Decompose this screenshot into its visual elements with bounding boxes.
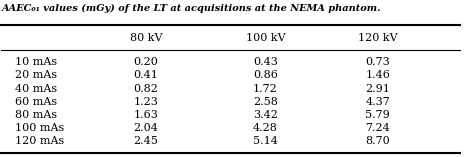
Text: 3.42: 3.42: [253, 110, 278, 120]
Text: 5.14: 5.14: [253, 136, 278, 146]
Text: 60 mAs: 60 mAs: [15, 97, 57, 107]
Text: 100 kV: 100 kV: [246, 33, 285, 43]
Text: 100 mAs: 100 mAs: [15, 123, 64, 133]
Text: 1.72: 1.72: [253, 84, 278, 94]
Text: AAEC₀₁ values (mGy) of the LT at acquisitions at the NEMA phantom.: AAEC₀₁ values (mGy) of the LT at acquisi…: [1, 4, 381, 13]
Text: 120 mAs: 120 mAs: [15, 136, 64, 146]
Text: 120 kV: 120 kV: [358, 33, 398, 43]
Text: 0.86: 0.86: [253, 70, 278, 80]
Text: 20 mAs: 20 mAs: [15, 70, 57, 80]
Text: 4.28: 4.28: [253, 123, 278, 133]
Text: 0.82: 0.82: [134, 84, 158, 94]
Text: 1.23: 1.23: [134, 97, 158, 107]
Text: 2.04: 2.04: [134, 123, 158, 133]
Text: 2.91: 2.91: [365, 84, 390, 94]
Text: 5.79: 5.79: [365, 110, 390, 120]
Text: 4.37: 4.37: [365, 97, 390, 107]
Text: 80 kV: 80 kV: [130, 33, 162, 43]
Text: 2.45: 2.45: [134, 136, 158, 146]
Text: 1.46: 1.46: [365, 70, 390, 80]
Text: 0.73: 0.73: [365, 57, 390, 67]
Text: 8.70: 8.70: [365, 136, 390, 146]
Text: 0.43: 0.43: [253, 57, 278, 67]
Text: 40 mAs: 40 mAs: [15, 84, 57, 94]
Text: 2.58: 2.58: [253, 97, 278, 107]
Text: 0.41: 0.41: [134, 70, 158, 80]
Text: 10 mAs: 10 mAs: [15, 57, 57, 67]
Text: 1.63: 1.63: [134, 110, 158, 120]
Text: 0.20: 0.20: [134, 57, 158, 67]
Text: 80 mAs: 80 mAs: [15, 110, 57, 120]
Text: 7.24: 7.24: [365, 123, 390, 133]
